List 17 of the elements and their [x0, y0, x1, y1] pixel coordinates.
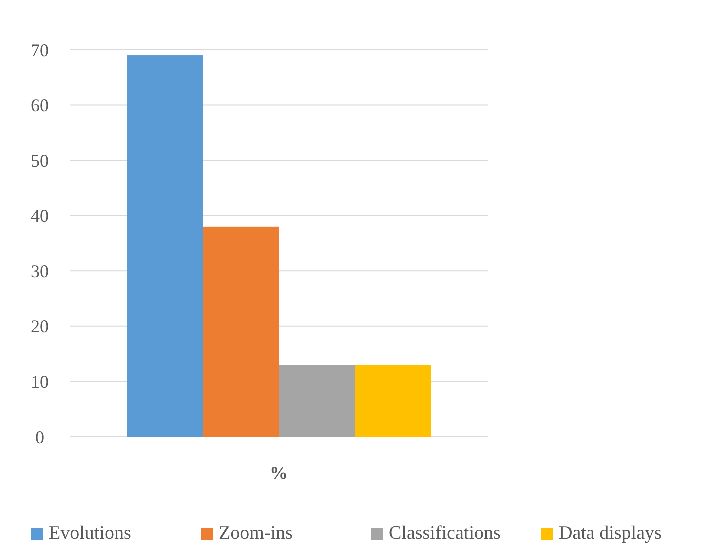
y-tick-label: 60	[31, 96, 49, 116]
y-tick-label: 70	[31, 40, 49, 60]
y-tick-label: 40	[31, 206, 49, 226]
y-tick-label: 0	[36, 427, 44, 448]
y-tick-label: 50	[31, 150, 49, 171]
bar	[127, 56, 203, 437]
legend-label: Evolutions	[49, 523, 132, 544]
y-tick-label: 30	[31, 261, 49, 282]
y-tick-label: 10	[31, 372, 49, 392]
bar	[355, 365, 431, 437]
bar	[203, 226, 279, 437]
x-tick-label: %	[270, 463, 288, 483]
legend-label: Zoom-ins	[219, 523, 293, 544]
bar	[279, 365, 355, 437]
legend-label: Classifications	[389, 523, 501, 544]
y-tick-label: 20	[31, 316, 49, 337]
legend-label: Data displays	[559, 523, 662, 544]
